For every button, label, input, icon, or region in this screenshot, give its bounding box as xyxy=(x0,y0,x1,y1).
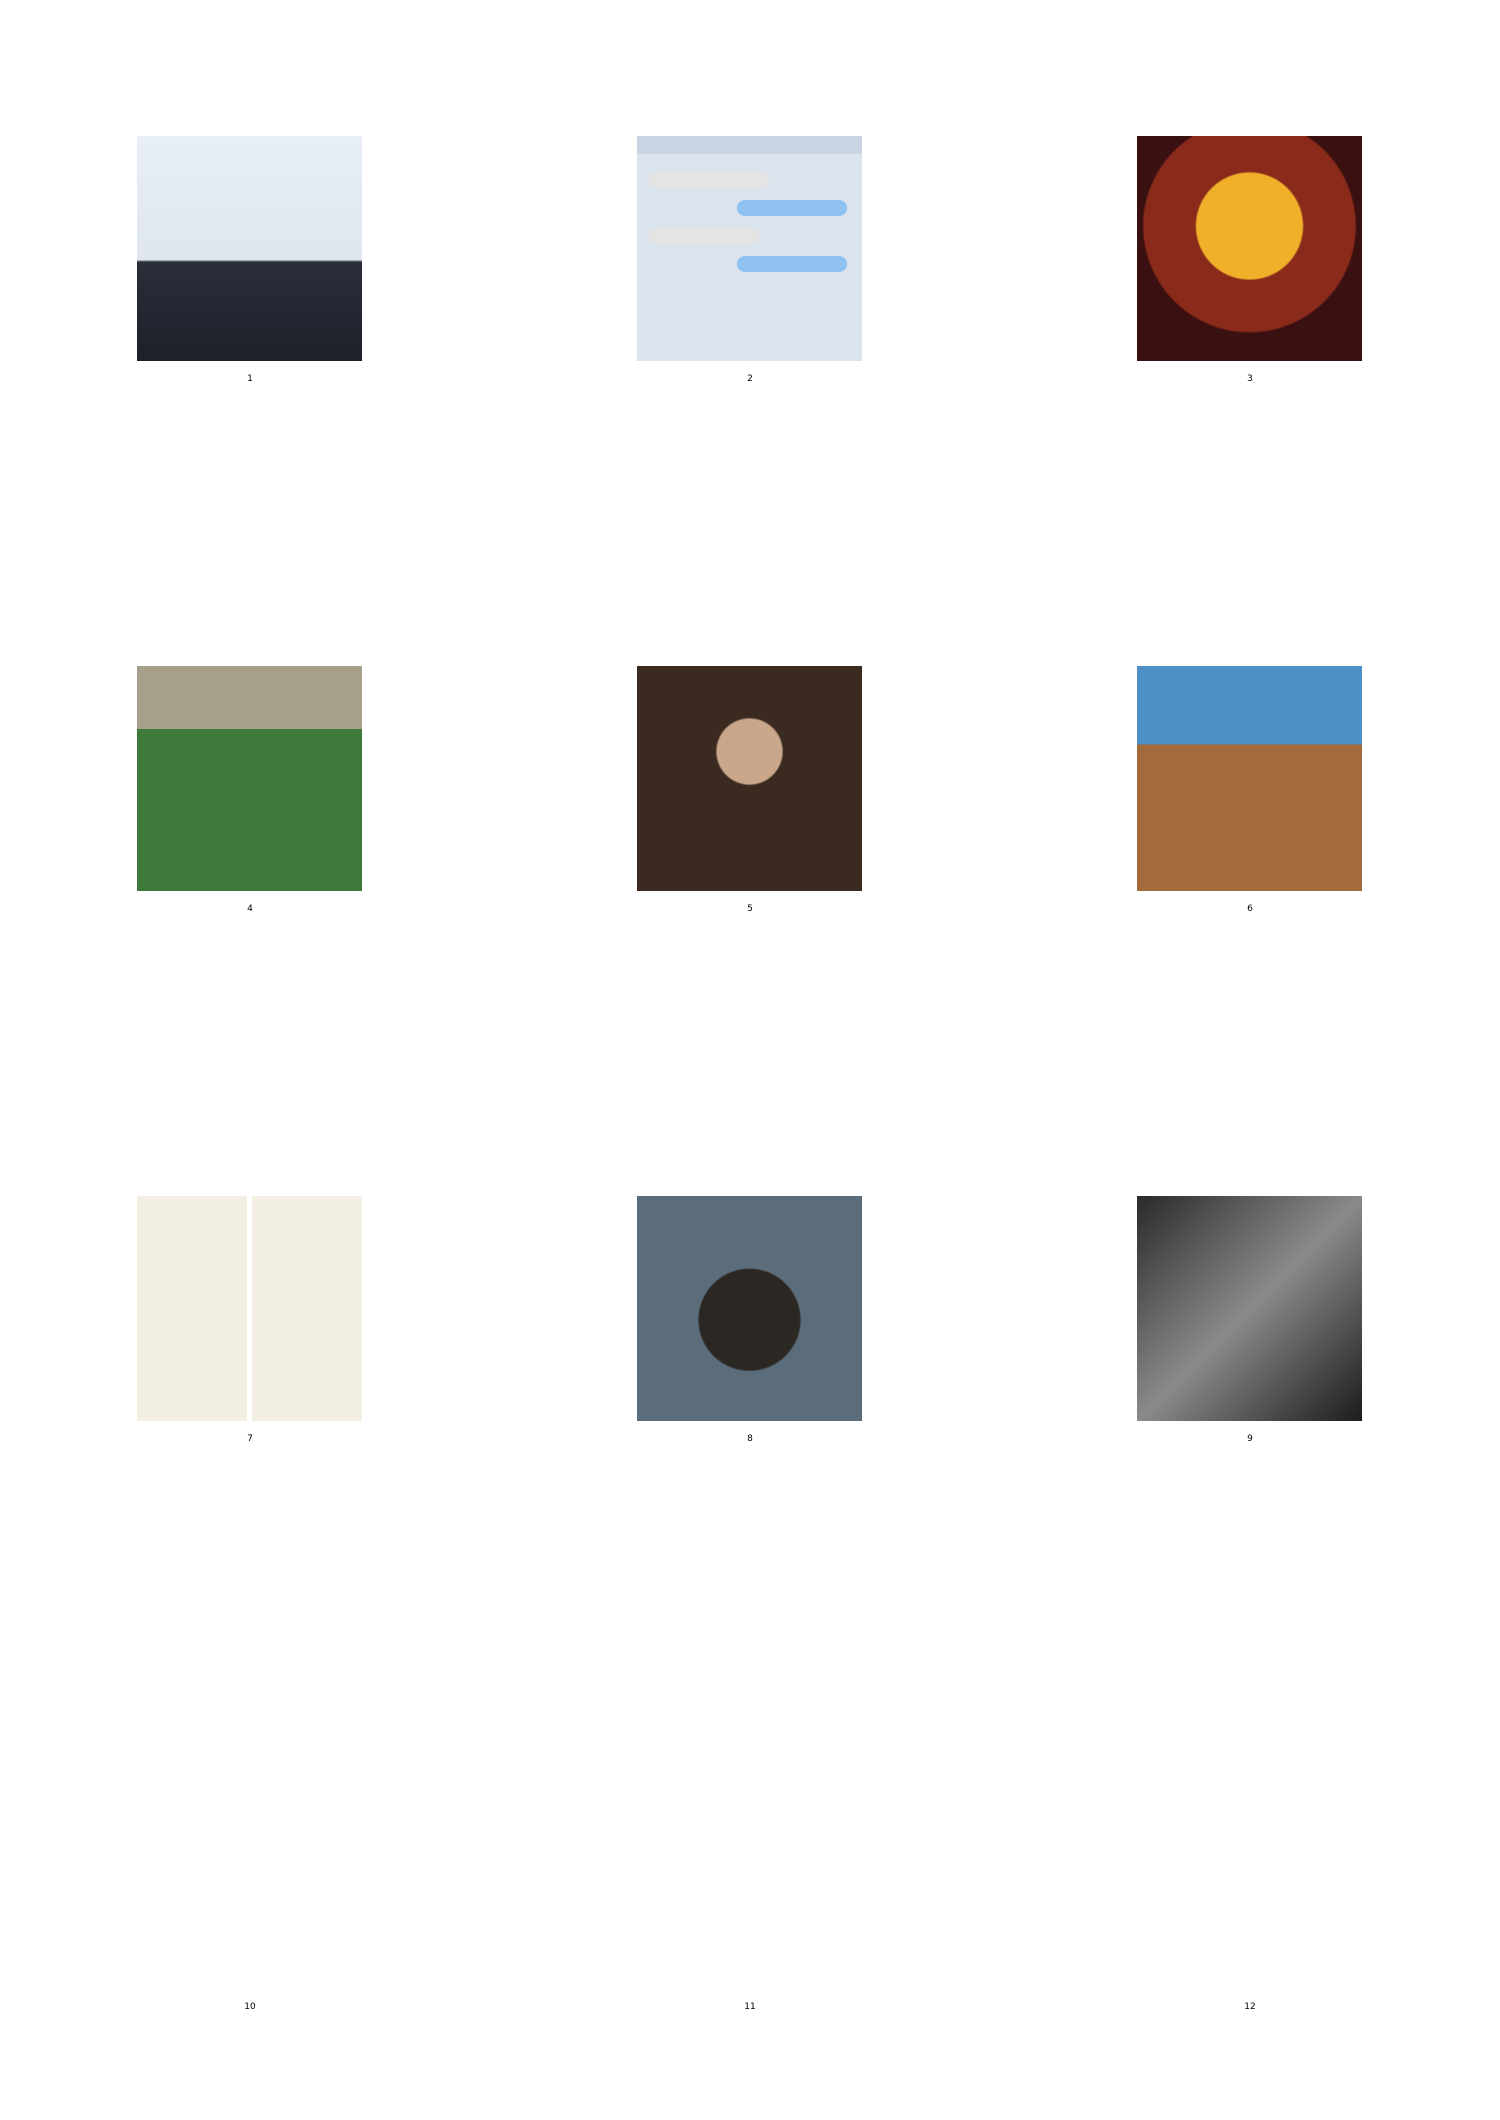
grid-cell-11: 11 xyxy=(500,1590,1000,2120)
grid-cell-9: 9 xyxy=(1000,1060,1500,1590)
cell-number-10: 10 xyxy=(244,2002,256,2012)
cell-number-8: 8 xyxy=(747,1434,753,1444)
grid-cell-7: 7 xyxy=(0,1060,500,1590)
grid-cell-5: 5 xyxy=(500,530,1000,1060)
grid-cell-3: 3 xyxy=(1000,0,1500,530)
thumbnail-image-5 xyxy=(637,666,862,891)
cell-number-11: 11 xyxy=(744,2002,756,2012)
cell-number-4: 4 xyxy=(247,904,253,914)
thumbnail-image-7 xyxy=(137,1196,362,1421)
thumbnail-image-2 xyxy=(637,136,862,361)
cell-number-5: 5 xyxy=(747,904,753,914)
cell-number-12: 12 xyxy=(1244,2002,1256,2012)
grid-cell-4: 4 xyxy=(0,530,500,1060)
cell-number-2: 2 xyxy=(747,374,753,384)
cell-number-6: 6 xyxy=(1247,904,1253,914)
cell-number-7: 7 xyxy=(247,1434,253,1444)
grid-cell-8: 8 xyxy=(500,1060,1000,1590)
grid-cell-12: 12 xyxy=(1000,1590,1500,2120)
thumbnail-image-8 xyxy=(637,1196,862,1421)
thumbnail-image-3 xyxy=(1137,136,1362,361)
grid-cell-1: 1 xyxy=(0,0,500,530)
cell-number-9: 9 xyxy=(1247,1434,1253,1444)
grid-cell-6: 6 xyxy=(1000,530,1500,1060)
thumbnail-image-1 xyxy=(137,136,362,361)
grid-cell-10: 10 xyxy=(0,1590,500,2120)
grid-cell-2: 2 xyxy=(500,0,1000,530)
thumbnail-image-6 xyxy=(1137,666,1362,891)
cell-number-3: 3 xyxy=(1247,374,1253,384)
thumbnail-image-9 xyxy=(1137,1196,1362,1421)
cell-number-1: 1 xyxy=(247,374,253,384)
thumbnail-image-4 xyxy=(137,666,362,891)
